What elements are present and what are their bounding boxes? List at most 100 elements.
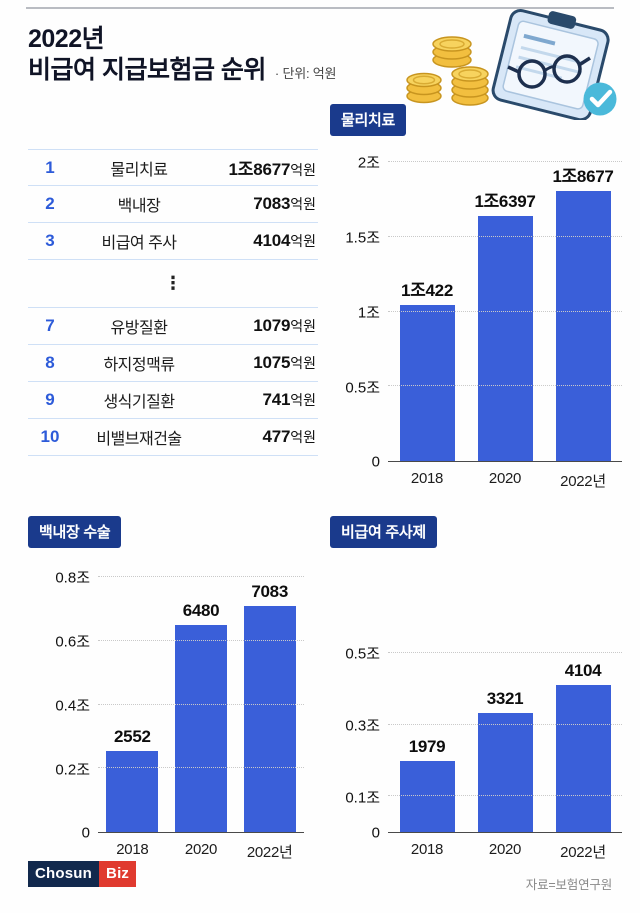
gridline	[98, 639, 304, 641]
x-axis: 2018 2020 2022년	[98, 833, 304, 862]
plot-area: 1979 3321 4104	[388, 652, 622, 833]
value-cell: 1조8677억원	[228, 160, 316, 179]
y-tick-label: 0.2조	[55, 761, 90, 779]
rank-cell: 9	[45, 390, 55, 409]
bar-group: 4104	[544, 653, 622, 832]
y-tick-label: 0	[81, 824, 90, 842]
page-title: 2022년 비급여 지급보험금 순위 · 단위: 억원	[28, 24, 337, 87]
table-row: 1 물리치료 1조8677억원	[28, 149, 318, 186]
table-row: 3 비급여 주사 4104억원	[28, 223, 318, 260]
top-divider	[26, 7, 614, 9]
unit-note: · 단위: 억원	[274, 66, 337, 82]
bar	[399, 761, 455, 832]
table-row: 10 비밸브재건술 477억원	[28, 419, 318, 456]
chart-cataract-surgery: 백내장 수술 0 0.2조 0.4조 0.6조 0.8조 2552 6480 7083 20…	[28, 516, 304, 862]
x-category-label: 2022년	[560, 473, 606, 490]
source-credit: 자료=보험연구원	[525, 878, 612, 892]
gridline	[98, 576, 304, 577]
bars-area: 1조422 1조6397 1조8677	[388, 162, 622, 461]
bar-value-label: 3321	[486, 689, 524, 709]
check-icon	[583, 82, 617, 116]
bar-group: 1조422	[388, 162, 466, 461]
bar	[175, 625, 227, 832]
value-cell: 741억원	[262, 390, 316, 409]
table-row: 7 유방질환 1079억원	[28, 308, 318, 345]
bar	[399, 305, 455, 461]
x-axis: 2018 2020 2022년	[388, 833, 622, 862]
value-cell: 1075억원	[253, 353, 316, 372]
title-text: 비급여 지급보험금 순위	[28, 56, 266, 85]
rank-cell: 1	[45, 157, 55, 177]
y-tick-label: 0	[371, 824, 380, 842]
y-tick-label: 0.4조	[55, 697, 90, 715]
rank-cell: 8	[45, 353, 55, 372]
bar	[477, 713, 533, 832]
item-name-cell: 생식기질환	[103, 394, 175, 411]
y-axis: 0 0.1조 0.3조 0.5조	[330, 646, 388, 842]
y-tick-label: 0.3조	[345, 717, 380, 735]
value-cell: 7083억원	[253, 194, 316, 213]
bars-area: 1979 3321 4104	[388, 653, 622, 832]
chart-body: 0 0.1조 0.3조 0.5조 1979 3321 4104	[330, 646, 622, 842]
y-tick-label: 0.6조	[55, 633, 90, 651]
bar	[243, 606, 296, 832]
coins-icon	[406, 36, 489, 106]
x-category-label: 2018	[116, 841, 149, 858]
y-tick-label: 0.5조	[345, 379, 380, 397]
glasses-icon	[507, 54, 591, 89]
bars-area: 2552 6480 7083	[98, 577, 304, 832]
y-tick-label: 1조	[357, 304, 380, 322]
x-category-label: 2020	[488, 841, 522, 858]
table-top-rows: 1 물리치료 1조8677억원 2 백내장 7083억원 3 비급여 주사 4104억원	[28, 149, 318, 260]
table-bottom-rows: 7 유방질환 1079억원 8 하지정맥류 1075억원 9 생식기질환 741억원 10 비밸브재…	[28, 308, 318, 456]
bar-group: 3321	[466, 653, 544, 832]
y-axis: 0 0.5조 1조 1.5조 2조	[330, 155, 388, 471]
bar-value-label: 6480	[182, 601, 220, 621]
plot-area: 1조422 1조6397 1조8677	[388, 161, 622, 462]
y-tick-label: 0.5조	[345, 645, 380, 663]
title-year: 2022년	[28, 25, 105, 53]
bar-group: 6480	[167, 577, 236, 832]
rank-cell: 7	[45, 316, 55, 335]
bar-value-label: 7083	[251, 582, 288, 602]
x-category-label: 2022년	[246, 844, 293, 861]
chart-title-badge: 물리치료	[330, 104, 407, 136]
plot-area: 2552 6480 7083	[98, 576, 304, 833]
x-category-label: 2020	[184, 841, 218, 858]
gridline	[388, 723, 622, 725]
gridline	[388, 795, 622, 797]
chart-physical-therapy: 물리치료 0 0.5조 1조 1.5조 2조 1조422 1조6397 1조8677 201…	[330, 104, 622, 491]
gridline	[98, 703, 304, 705]
bar	[555, 191, 611, 461]
rank-cell: 10	[40, 427, 60, 446]
item-name-cell: 유방질환	[110, 320, 168, 337]
item-name-cell: 물리치료	[110, 161, 168, 179]
logo-biz: Biz	[99, 861, 137, 887]
bar-value-label: 1조6397	[474, 191, 536, 211]
x-category-label: 2018	[410, 841, 444, 858]
bar-value-label: 2552	[114, 726, 151, 746]
gridline	[388, 235, 622, 237]
item-name-cell: 백내장	[117, 198, 161, 215]
bar-value-label: 1조422	[401, 281, 453, 301]
bar-group: 1조8677	[544, 162, 622, 461]
x-category-label: 2020	[488, 470, 522, 487]
chart-title-badge: 백내장 수술	[28, 516, 122, 548]
x-category-label: 2022년	[560, 844, 606, 861]
item-name-cell: 하지정맥류	[103, 357, 175, 374]
chosunbiz-logo: Chosun Biz	[28, 861, 137, 887]
gridline	[98, 767, 304, 769]
bar-group: 7083	[235, 577, 304, 832]
gridline	[388, 161, 622, 162]
bar-value-label: 4104	[564, 661, 602, 681]
logo-chosun: Chosun	[28, 861, 100, 887]
title-main: 비급여 지급보험금 순위 · 단위: 억원	[28, 55, 337, 86]
rank-cell: 2	[45, 194, 55, 213]
bar-group: 2552	[98, 577, 167, 832]
bar	[106, 750, 159, 832]
chart-body: 0 0.2조 0.4조 0.6조 0.8조 2552 6480 7083	[28, 570, 304, 842]
x-axis: 2018 2020 2022년	[388, 462, 622, 491]
ranking-table: 1 물리치료 1조8677억원 2 백내장 7083억원 3 비급여 주사 4104억원 ⋮ 7…	[28, 149, 318, 456]
item-name-cell: 비밸브재건술	[96, 431, 182, 448]
